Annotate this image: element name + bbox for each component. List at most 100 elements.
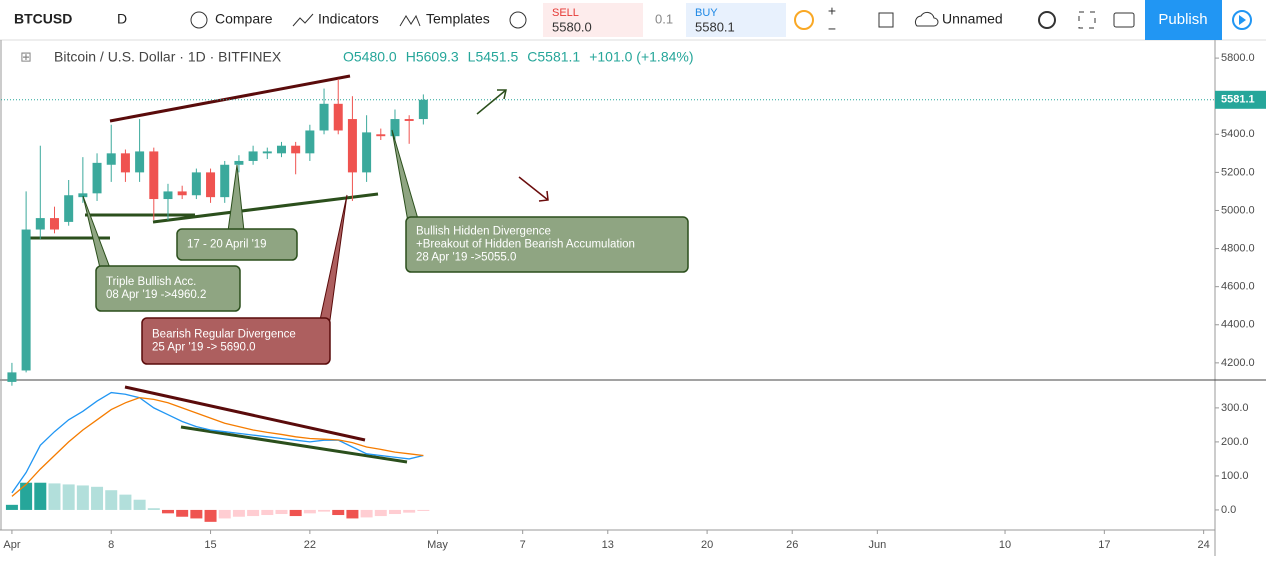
candle-body xyxy=(7,372,17,382)
x-tick-label: 8 xyxy=(108,539,114,551)
x-tick-label: 20 xyxy=(701,539,713,551)
select-icon[interactable] xyxy=(878,12,894,28)
sell-label: SELL xyxy=(552,7,579,19)
callout-text: 25 Apr '19 -> 5690.0 xyxy=(152,342,256,354)
y-tick-label: 4800.0 xyxy=(1221,242,1255,254)
x-tick-label: 15 xyxy=(204,539,216,551)
candle-body xyxy=(177,191,187,196)
x-tick-label: 22 xyxy=(304,539,316,551)
histogram-bar xyxy=(303,509,316,514)
x-tick-label: 10 xyxy=(999,539,1011,551)
callout-box xyxy=(405,216,689,273)
indicator-line xyxy=(11,397,424,497)
trend-line xyxy=(152,192,379,224)
last-price-label: 5581.1 xyxy=(1221,94,1255,106)
indicators-button[interactable]: Indicators xyxy=(318,11,379,27)
x-tick-label: 7 xyxy=(520,539,526,551)
candle-body xyxy=(333,103,343,131)
ohlc-legend: O5480.0 H5609.3 L5451.5 C5581.1 +101.0 (+1.8… xyxy=(343,49,694,65)
histogram-bar xyxy=(176,509,189,517)
callout-pointer xyxy=(319,194,348,321)
arrow xyxy=(476,89,507,115)
histogram-bar xyxy=(261,509,274,516)
indicator-y-tick-label: 100.0 xyxy=(1221,470,1249,482)
y-tick-label: 5800.0 xyxy=(1221,52,1255,64)
histogram-bar xyxy=(48,483,61,510)
candle-body xyxy=(120,153,130,173)
callout-text: 08 Apr '19 ->4960.2 xyxy=(106,289,206,301)
indicator-line xyxy=(11,391,424,494)
y-tick-label: 4600.0 xyxy=(1221,281,1255,293)
publish-label: Publish xyxy=(1158,11,1207,28)
layout-name[interactable]: Unnamed xyxy=(942,11,1003,27)
candle-body xyxy=(319,103,329,131)
x-tick-label: 13 xyxy=(602,539,614,551)
label: Compare xyxy=(215,11,273,27)
templates-icon xyxy=(399,14,421,27)
x-tick-label: 24 xyxy=(1198,539,1210,551)
zoom-out[interactable]: − xyxy=(828,21,836,37)
zoom-in[interactable]: + xyxy=(828,3,836,19)
callout-text: +Breakout of Hidden Bearish Accumulation xyxy=(416,239,635,251)
alert-icon[interactable] xyxy=(509,11,527,29)
histogram-bar xyxy=(218,509,231,519)
callout-text: 17 - 20 April '19 xyxy=(187,239,267,251)
compare-button[interactable]: Compare xyxy=(190,11,273,29)
x-tick-label: Jun xyxy=(868,539,886,551)
candle-body xyxy=(276,145,286,154)
candle-body xyxy=(21,229,31,371)
interval[interactable]: D xyxy=(117,11,127,27)
histogram-bar xyxy=(147,508,160,510)
candle-body xyxy=(376,134,386,137)
symbol[interactable]: BTCUSD xyxy=(14,11,72,27)
y-tick-label: 5400.0 xyxy=(1221,128,1255,140)
arrow xyxy=(518,176,549,202)
info-icon[interactable] xyxy=(794,10,814,30)
ohlc-value: C5581.1 xyxy=(527,49,580,65)
indicator-y-tick-label: 0.0 xyxy=(1221,504,1236,516)
histogram-bar xyxy=(20,482,33,510)
histogram-bar xyxy=(318,509,331,512)
buy-label: BUY xyxy=(695,7,718,19)
play-icon[interactable] xyxy=(1232,10,1252,30)
histogram-bar xyxy=(417,509,430,511)
templates-button[interactable]: Templates xyxy=(426,11,490,27)
histogram-bar xyxy=(360,509,373,518)
y-tick-label: 5200.0 xyxy=(1221,166,1255,178)
histogram-bar xyxy=(388,509,401,515)
callout-pointer xyxy=(227,164,245,232)
settings-icon[interactable] xyxy=(1038,11,1056,29)
histogram-bar xyxy=(190,509,203,519)
histogram-bar xyxy=(133,499,146,510)
callout-box xyxy=(141,317,331,365)
trend-line xyxy=(109,74,351,123)
indicators-icon xyxy=(292,13,314,27)
y-tick-label: 5000.0 xyxy=(1221,204,1255,216)
indicator-y-tick-label: 200.0 xyxy=(1221,436,1249,448)
histogram-bar xyxy=(62,484,75,510)
histogram-bar xyxy=(289,509,302,517)
fullscreen-icon[interactable] xyxy=(1078,11,1096,29)
callout-box xyxy=(95,265,241,312)
play-triangle xyxy=(1239,15,1246,25)
cloud-icon xyxy=(914,11,939,27)
histogram-bar xyxy=(34,482,47,510)
buy-box[interactable] xyxy=(686,3,786,37)
histogram-bar xyxy=(119,494,132,510)
drawings xyxy=(30,74,408,464)
buy-price: 5580.1 xyxy=(695,19,735,34)
ohlc-value: O5480.0 xyxy=(343,49,397,65)
plus-icon[interactable]: ⊞ xyxy=(20,49,32,65)
candle-body xyxy=(49,218,59,230)
histogram-bar xyxy=(105,490,118,510)
snapshot-icon[interactable] xyxy=(1113,12,1135,28)
histogram-bar xyxy=(403,509,416,513)
sell-price: 5580.0 xyxy=(552,19,592,34)
x-tick-label: May xyxy=(427,539,448,551)
histogram-bar xyxy=(247,509,260,517)
sell-box[interactable] xyxy=(543,3,643,37)
trend-line xyxy=(124,385,366,442)
indicator-y-tick-label: 300.0 xyxy=(1221,402,1249,414)
publish-button[interactable] xyxy=(1145,0,1222,40)
